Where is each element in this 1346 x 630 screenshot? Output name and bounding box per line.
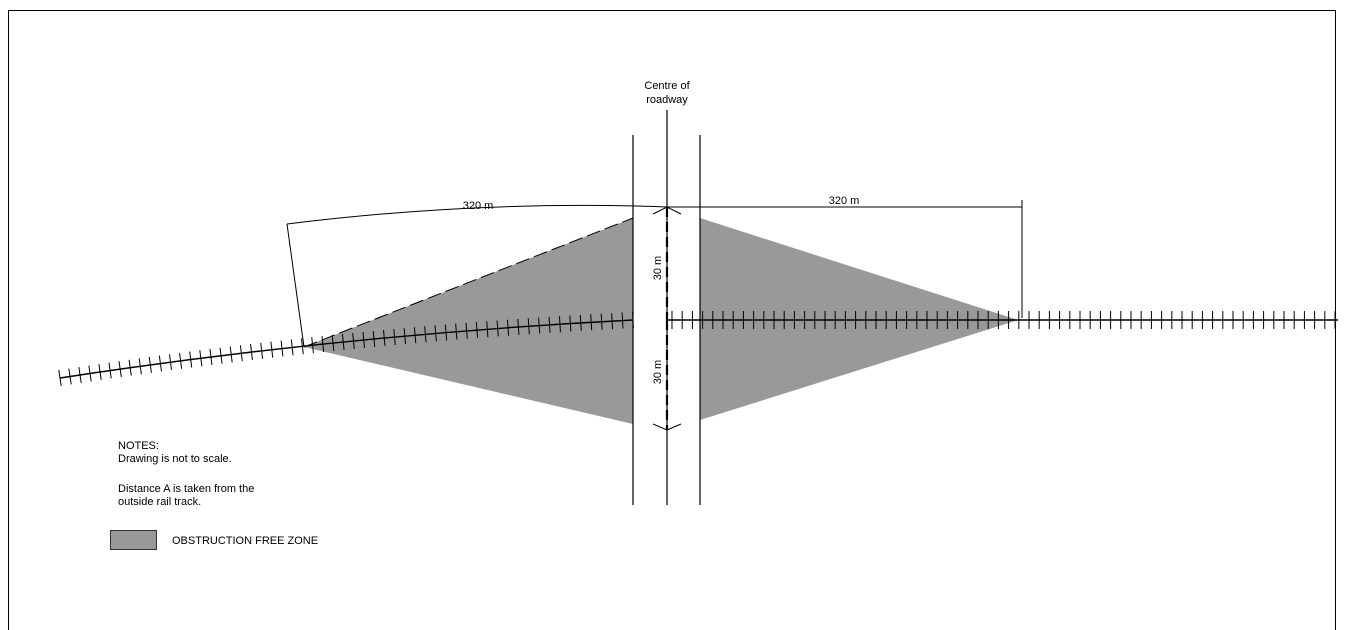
rail-tie: [128, 359, 132, 376]
rail-tie: [58, 370, 62, 386]
rail-tie: [403, 328, 407, 345]
obstruction-zone-right: [700, 218, 1018, 420]
rail-tie: [158, 355, 162, 372]
rail-tie: [280, 340, 284, 357]
rail-tie: [108, 362, 112, 379]
rail-tie: [393, 329, 396, 346]
rail-tie: [569, 315, 572, 332]
sight-line-dashed: [303, 217, 634, 348]
legend-swatch: [110, 530, 157, 550]
notes-heading: NOTES:: [118, 440, 159, 452]
rail-tie: [362, 331, 366, 348]
rail-tie: [229, 346, 233, 363]
rail-tie: [621, 312, 624, 329]
rail-tie: [331, 335, 335, 352]
notes-line-2: Distance A is taken from the: [118, 483, 255, 495]
rail-tie: [168, 354, 173, 371]
dimension-label-30m-down: 30 m: [652, 360, 664, 384]
rail-tie: [590, 314, 593, 331]
rail-tie: [434, 325, 437, 342]
rail-tie: [538, 317, 541, 334]
rail-tie: [465, 322, 468, 339]
rail-tie: [290, 339, 294, 356]
rail-ties-left: [58, 311, 634, 386]
rail-tie: [611, 313, 614, 330]
rail-tie: [424, 326, 427, 343]
obstruction-zone-left: [304, 218, 633, 424]
rail-tie: [496, 320, 499, 337]
notes-line-1: Drawing is not to scale.: [118, 453, 232, 465]
rail-tie: [270, 341, 274, 358]
dimension-label-left: 320 m: [463, 200, 494, 212]
rail-tie: [372, 330, 376, 347]
centre-label-line1: Centre of: [644, 80, 690, 92]
rail-tie: [527, 318, 530, 335]
dimension-label-30m-up: 30 m: [652, 256, 664, 280]
dimension-tick-top: [652, 206, 682, 215]
rail-tie: [382, 329, 386, 347]
rail-tie: [260, 342, 264, 359]
rail-tie: [250, 344, 253, 361]
rail-tie: [118, 361, 122, 378]
rail-tie: [517, 318, 520, 335]
dimension-arc-left: [286, 204, 668, 225]
rail-tie: [455, 323, 458, 340]
rail-tie: [352, 332, 355, 349]
rail-tie: [209, 348, 213, 365]
rail-ties-right: [671, 311, 1336, 329]
rail-tie: [475, 322, 479, 339]
rail-tie: [189, 351, 193, 368]
rail-tie: [413, 327, 417, 344]
rail-tie: [88, 365, 92, 382]
rail-tie: [558, 316, 561, 333]
legend-label: OBSTRUCTION FREE ZONE: [172, 535, 319, 547]
rail-tie: [444, 324, 448, 341]
notes-line-3: outside rail track.: [118, 496, 202, 508]
rail-tie: [219, 347, 223, 364]
rail-tie: [98, 364, 102, 380]
extension-line-left: [286, 223, 305, 348]
rail-tie: [301, 338, 304, 355]
dimension-tick-bottom: [652, 423, 682, 431]
rail-tie: [321, 336, 325, 353]
rail-tie: [179, 352, 183, 369]
rail-tie: [199, 350, 203, 367]
rail-tie: [68, 368, 72, 385]
rail-tie: [148, 356, 152, 373]
rail-tie: [600, 313, 603, 330]
rail-tie: [579, 314, 582, 331]
dimension-label-right: 320 m: [829, 195, 860, 207]
centre-label-line2: roadway: [646, 94, 688, 106]
rail-tie: [311, 337, 314, 354]
rail-tie: [486, 321, 489, 338]
rail-tie: [138, 358, 142, 375]
rail-tie: [78, 366, 82, 383]
rail-tie: [548, 316, 551, 333]
rail-tie: [632, 311, 634, 329]
rail-tie: [341, 333, 345, 351]
rail-tie: [239, 345, 243, 362]
rail-tie: [506, 319, 510, 336]
